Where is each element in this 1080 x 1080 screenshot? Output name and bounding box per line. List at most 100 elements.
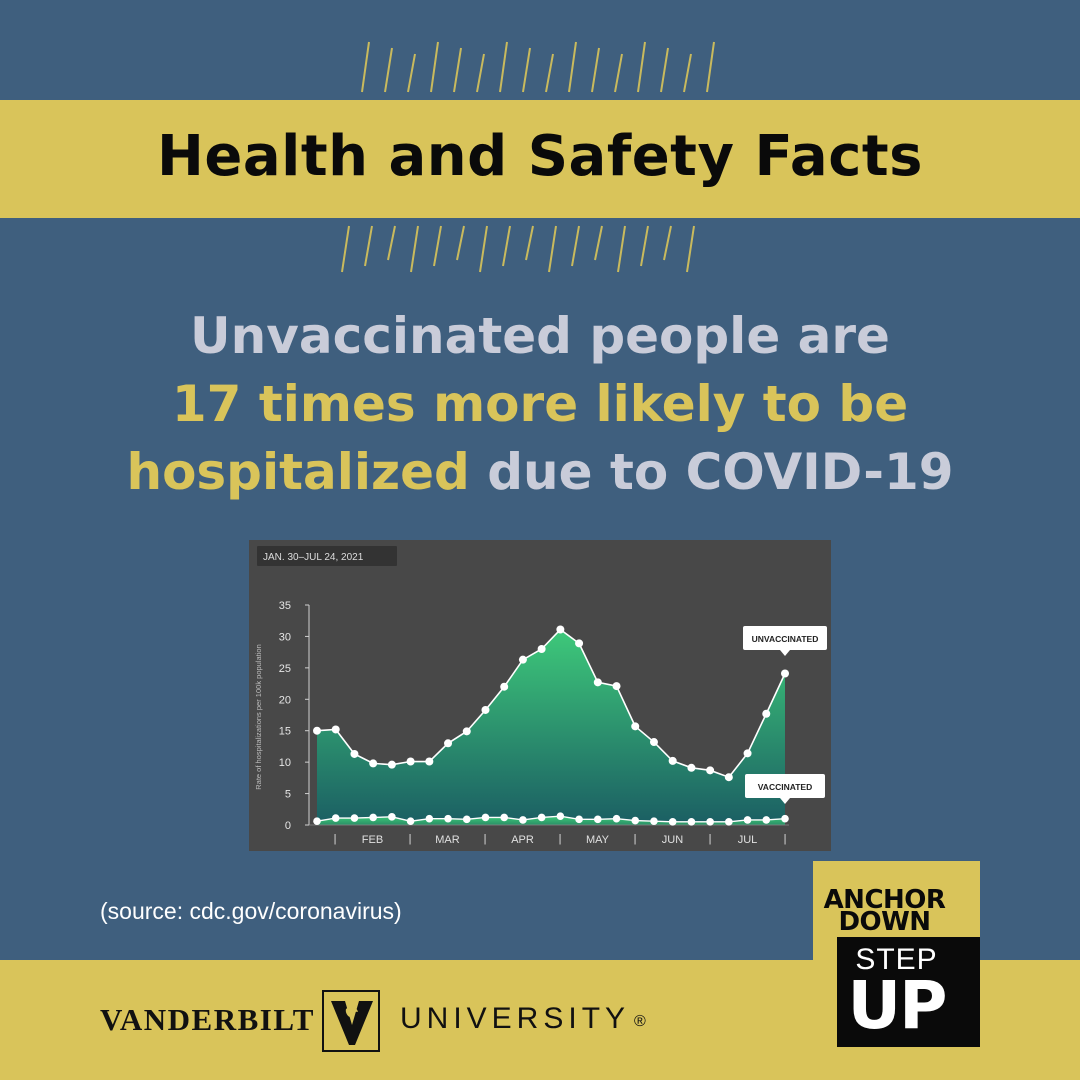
unvaccinated-point [593, 678, 602, 687]
vaccinated-point [406, 817, 415, 826]
vaccinated-callout-pointer [780, 798, 790, 804]
date-range-box [257, 546, 397, 566]
logo-university-word: UNIVERSITY [400, 1002, 631, 1035]
y-axis-label: Rate of hospitalizations per 100k popula… [254, 644, 263, 790]
ray-bottom [456, 225, 465, 261]
unvaccinated-point [612, 682, 621, 691]
y-tick-label: 0 [285, 820, 291, 832]
month-label: MAR [435, 834, 460, 846]
unvaccinated-point [444, 739, 453, 748]
vaccinated-point [743, 816, 752, 824]
ray-top [453, 47, 462, 93]
headline-highlight: hospitalized [126, 443, 470, 501]
vaccinated-point [706, 818, 714, 826]
source-note: (source: cdc.gov/coronavirus) [100, 898, 402, 924]
ray-bottom [433, 225, 442, 267]
ray-top [476, 53, 485, 93]
unvaccinated-point [387, 760, 396, 769]
month-label: MAY [586, 834, 610, 846]
unvaccinated-point [406, 757, 415, 766]
unvaccinated-point [369, 759, 378, 768]
vaccinated-point [519, 816, 527, 824]
vaccinated-callout-text: VACCINATED [758, 782, 812, 792]
y-tick-label: 25 [279, 663, 291, 675]
badge-top [837, 861, 980, 937]
vaccinated-point [313, 817, 321, 826]
headline-line-3: hospitalized due to COVID-19 [0, 438, 1080, 506]
logo-text-vanderbilt: VANDERBILT [100, 1002, 315, 1037]
vaccinated-point [631, 816, 640, 825]
ray-bottom [341, 225, 350, 273]
ray-top [545, 53, 554, 93]
unvaccinated-point [350, 749, 359, 758]
month-separator: | [559, 833, 562, 845]
ray-top [499, 41, 508, 93]
month-label: JUN [662, 834, 683, 846]
month-separator: | [484, 833, 487, 845]
ray-top [683, 53, 692, 93]
unvaccinated-point [425, 757, 434, 766]
month-separator: | [634, 833, 637, 845]
ray-bottom [525, 225, 534, 261]
vaccinated-area [317, 816, 785, 825]
unvaccinated-point [762, 709, 771, 718]
ray-top [568, 41, 577, 93]
vaccinated-point [500, 813, 508, 822]
vaccinated-point [369, 813, 377, 822]
ray-top [361, 41, 370, 93]
vaccinated-point [594, 815, 602, 824]
unvaccinated-point [781, 669, 789, 678]
unvaccinated-point [649, 738, 658, 747]
unvaccinated-point [331, 725, 340, 734]
month-separator: | [709, 833, 712, 845]
headline-rest: due to COVID-19 [469, 443, 954, 501]
date-range-label: JAN. 30–JUL 24, 2021 [263, 552, 364, 563]
ray-bottom [663, 225, 672, 261]
vaccinated-point [388, 813, 396, 821]
vaccinated-point [537, 813, 546, 822]
unvaccinated-point [706, 766, 715, 775]
badge-down: DOWN [838, 907, 931, 937]
vaccinated-point [425, 814, 434, 823]
vaccinated-point [481, 813, 490, 822]
badge-up: UP [847, 967, 948, 1044]
ray-bottom [364, 225, 373, 267]
ray-bottom [571, 225, 580, 267]
unvaccinated-point [687, 763, 696, 772]
unvaccinated-point [313, 726, 321, 735]
ray-top [384, 47, 393, 93]
headline: Unvaccinated people are 17 times more li… [0, 302, 1080, 506]
vaccinated-point [725, 818, 733, 826]
ray-bottom [387, 225, 396, 261]
unvaccinated-point [537, 645, 546, 653]
ray-top [430, 41, 439, 93]
registered-mark: ® [634, 1013, 646, 1030]
vaccinated-point [462, 815, 471, 824]
vaccinated-point [444, 814, 452, 823]
unvaccinated-callout-text: UNVACCINATED [752, 634, 819, 644]
headline-line-2: 17 times more likely to be [171, 375, 909, 433]
page-title: Health and Safety Facts [157, 124, 923, 189]
vaccinated-point [650, 817, 658, 826]
headline-line-1: Unvaccinated people are [190, 307, 890, 365]
y-tick-label: 5 [285, 789, 291, 801]
month-separator: | [784, 833, 787, 845]
badge-step: STEP [855, 943, 938, 976]
vanderbilt-logo: VANDERBILT UNIVERSITY ® [100, 990, 646, 1052]
hospitalization-chart: JAN. 30–JUL 24, 2021 0 5 10 15 20 25 30 35 Rate o… [249, 540, 831, 851]
ray-bottom [640, 225, 649, 267]
month-separator: | [334, 833, 337, 845]
y-tick-label: 15 [279, 726, 291, 738]
unvaccinated-point [743, 749, 752, 758]
unvaccinated-point [556, 625, 565, 634]
vaccinated-callout-box [745, 774, 825, 798]
oak-leaf-v-icon [322, 990, 380, 1052]
y-tick-label: 20 [279, 694, 291, 706]
vaccinated-point [687, 818, 696, 826]
vaccinated-point [575, 815, 583, 824]
unvaccinated-point [631, 722, 640, 731]
vaccinated-point [350, 814, 359, 822]
badge-anchor: ANCHOR [823, 885, 946, 915]
ray-bottom [617, 225, 626, 273]
unvaccinated-point [462, 727, 471, 736]
